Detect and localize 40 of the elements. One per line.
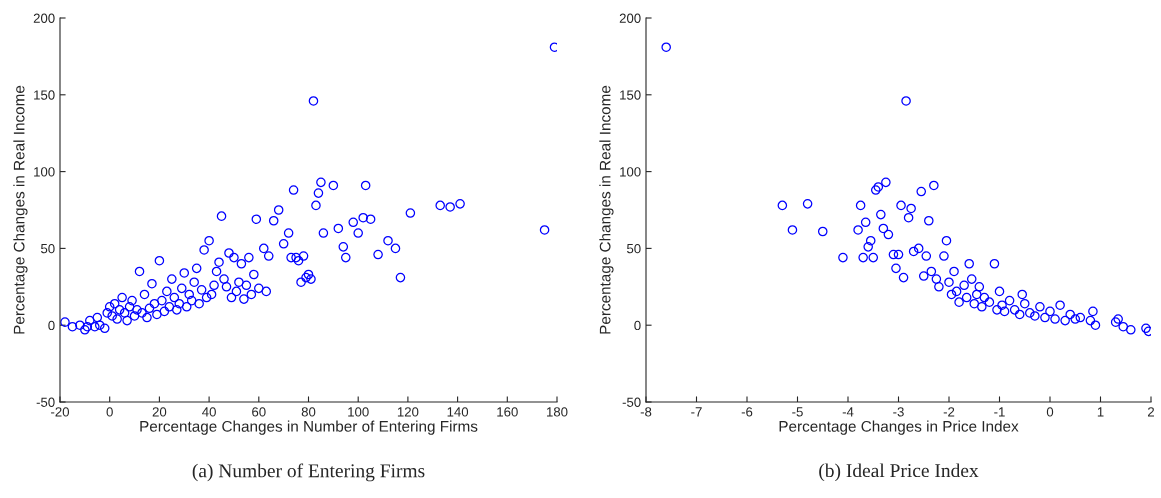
y-tick-label: 200 xyxy=(619,13,641,23)
x-tick-label: -20 xyxy=(51,407,70,417)
y-tick-label: 0 xyxy=(48,320,55,331)
x-tick-label: -7 xyxy=(691,407,702,417)
x-tick-label: 160 xyxy=(497,407,518,417)
y-axis-title: Percentage Changes in Real Income xyxy=(13,85,28,334)
y-tick-label: 100 xyxy=(34,167,55,177)
x-tick-label: -2 xyxy=(943,407,955,417)
x-tick-label: 140 xyxy=(447,407,469,417)
y-tick-label: 100 xyxy=(620,167,641,177)
x-tick-label: 100 xyxy=(348,407,369,417)
x-tick-label: 1 xyxy=(1097,407,1104,417)
x-tick-label: 80 xyxy=(301,407,316,417)
y-tick-label: -50 xyxy=(622,397,641,407)
x-tick-label: 2 xyxy=(1148,407,1155,417)
x-tick-label: 180 xyxy=(547,407,568,417)
y-tick-label: 150 xyxy=(620,90,641,100)
y-tick-label: 50 xyxy=(626,243,641,254)
x-tick-label: 0 xyxy=(1046,407,1054,417)
x-tick-label: -1 xyxy=(994,407,1005,417)
text: (a) Number of Entering Firms xyxy=(192,463,425,482)
x-tick-label: -3 xyxy=(893,407,904,417)
x-tick-label: 40 xyxy=(202,407,216,417)
x-tick-label: -4 xyxy=(842,407,854,417)
x-tick-label: -5 xyxy=(792,407,803,417)
x-tick-label: 60 xyxy=(252,407,266,417)
x-tick-label: 0 xyxy=(106,407,113,417)
y-tick-label: 0 xyxy=(634,320,641,331)
y-axis-title: Percentage Changes in Real Income xyxy=(599,85,614,334)
x-tick-label: -6 xyxy=(741,407,753,417)
x-axis-title: Percentage Changes in Number of Entering Firms xyxy=(140,420,478,435)
y-tick-label: 200 xyxy=(33,13,55,23)
x-tick-label: 120 xyxy=(397,407,419,417)
x-axis-title: Percentage Changes in Price Index xyxy=(779,420,1019,435)
y-tick-label: 150 xyxy=(34,90,55,100)
x-tick-label: -8 xyxy=(640,407,652,417)
text: (b) Ideal Price Index xyxy=(819,463,979,482)
y-tick-label: -50 xyxy=(36,397,55,407)
x-tick-label: 20 xyxy=(152,407,167,417)
y-tick-label: 50 xyxy=(40,243,55,254)
